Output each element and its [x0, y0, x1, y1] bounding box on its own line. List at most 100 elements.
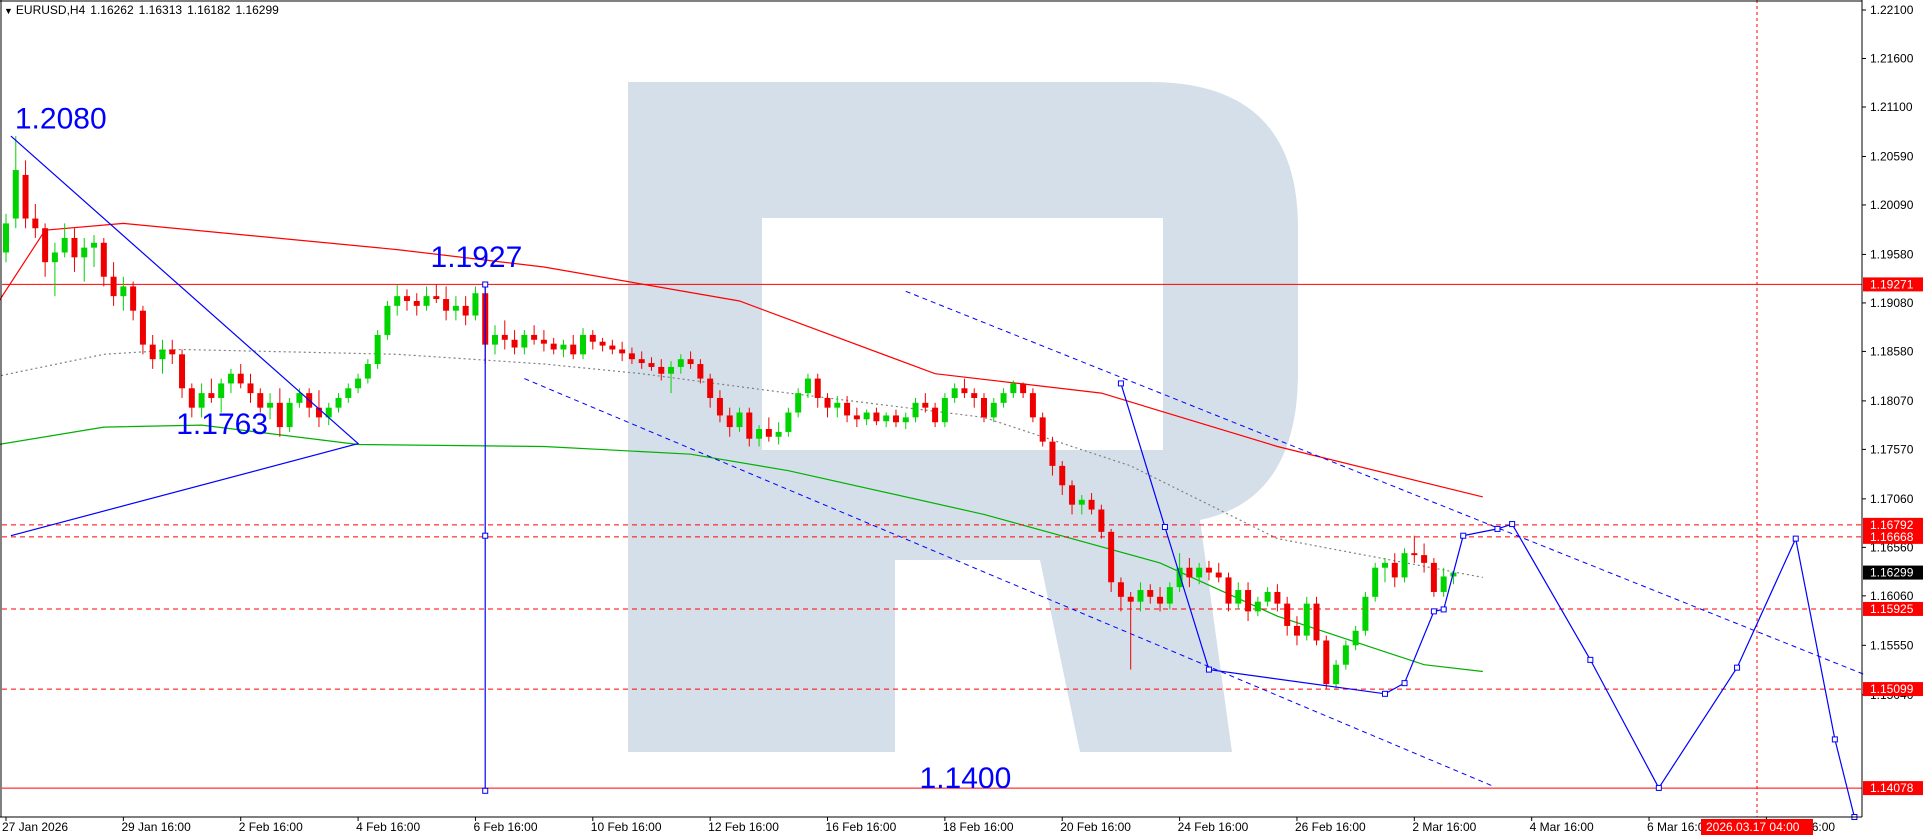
candle-body [1284, 603, 1291, 626]
pattern-point-marker [1509, 521, 1516, 528]
candle-body [257, 393, 264, 408]
candle-body [902, 417, 909, 423]
candle-body [130, 286, 137, 311]
candle-body [1020, 383, 1027, 394]
x-tick-label: 4 Feb 16:00 [356, 820, 420, 834]
candle-body [1245, 590, 1252, 612]
price-annotation-1: 1.1763 [176, 408, 268, 441]
x-tick-label: 27 Jan 2026 [2, 820, 68, 834]
pattern-point-marker [482, 281, 489, 288]
x-tick-label: 18 Feb 16:00 [943, 820, 1014, 834]
pattern-point-marker [1494, 525, 1501, 532]
current-price-box [1863, 565, 1923, 580]
watermark-logo [628, 82, 1298, 752]
low-price: 1.16182 [187, 3, 231, 17]
candle-body [756, 429, 763, 439]
candle-body [580, 334, 587, 355]
pattern-point-marker [1205, 666, 1212, 673]
candle-body [668, 366, 675, 374]
candle-body [1313, 603, 1320, 641]
candle-body [1264, 591, 1271, 602]
candle-body [452, 305, 459, 311]
price-annotation-0: 1.2080 [15, 102, 107, 135]
x-tick-label: 10 Feb 16:00 [591, 820, 662, 834]
candle-body [1029, 393, 1036, 418]
candle-body [775, 431, 782, 437]
y-tick-label: 1.20590 [1870, 149, 1914, 163]
candle-body [736, 412, 743, 428]
channel-line-0 [905, 290, 1865, 675]
candle-body [511, 339, 518, 348]
candle-body [912, 402, 919, 418]
candle-body [824, 397, 831, 408]
x-tick-label: 24 Feb 16:00 [1178, 820, 1249, 834]
candle-body [1147, 590, 1154, 597]
candle-body [1108, 531, 1115, 583]
pattern-line-0 [10, 135, 360, 537]
x-tick-label: 2 Mar 16:00 [1412, 820, 1476, 834]
candle-body [873, 412, 880, 422]
candle-body [1088, 499, 1095, 510]
candle-body [71, 237, 78, 258]
dropdown-triangle-icon[interactable]: ▼ [4, 6, 13, 16]
candle-body [1205, 567, 1212, 573]
candle-body [1069, 485, 1076, 505]
candle-body [198, 393, 205, 408]
candle-body [443, 299, 450, 311]
candle-body [1196, 567, 1203, 578]
candle-body [42, 228, 49, 263]
candle-body [22, 174, 29, 219]
level-price-label: 1.15925 [1870, 602, 1914, 616]
candle-body [462, 305, 469, 316]
candle-body [1098, 509, 1105, 532]
candle-body [120, 286, 127, 297]
current-price-label: 1.16299 [1870, 566, 1914, 580]
pattern-point-marker [1792, 535, 1799, 542]
candle-body [892, 415, 899, 423]
candle-body [795, 393, 802, 413]
candle-body [1176, 567, 1183, 588]
pattern-point-marker [1161, 523, 1168, 530]
candle-body [355, 378, 362, 389]
candle-body [227, 373, 234, 384]
candle-body [159, 349, 166, 360]
candle-body [296, 393, 303, 403]
candle-body [765, 429, 772, 437]
candle-body [472, 293, 479, 316]
pattern-point-marker [1381, 690, 1388, 697]
candle-body [697, 364, 704, 379]
candle-body [687, 359, 694, 365]
candle-body [638, 359, 645, 364]
candle-body [550, 343, 557, 350]
candle-body [658, 366, 665, 374]
candle-body [433, 296, 440, 300]
candle-body [218, 383, 225, 398]
candle-body [951, 388, 958, 398]
candle-body [619, 349, 626, 354]
candle-body [1411, 553, 1418, 556]
candle-body [1137, 590, 1144, 602]
candle-body [1127, 596, 1134, 602]
candle-body [1401, 553, 1408, 578]
y-tick-label: 1.21100 [1870, 100, 1913, 114]
y-tick-label: 1.18580 [1870, 344, 1914, 358]
candle-body [3, 223, 9, 253]
candle-body [179, 354, 186, 389]
candle-body [51, 252, 58, 263]
x-tick-label: 2 Feb 16:00 [239, 820, 303, 834]
candle-body [531, 334, 538, 340]
candle-body [276, 402, 283, 428]
pattern-point-marker [1587, 656, 1594, 663]
candle-body [540, 339, 547, 344]
candle-body [413, 300, 420, 306]
pattern-point-marker [1734, 664, 1741, 671]
candle-body [589, 334, 596, 342]
candle-body [981, 397, 987, 418]
candle-body [1000, 393, 1007, 403]
candle-body [169, 349, 176, 355]
level-price-label: 1.19271 [1870, 277, 1914, 291]
candle-body [883, 415, 890, 422]
candle-body [492, 334, 498, 345]
candle-body [100, 242, 107, 277]
